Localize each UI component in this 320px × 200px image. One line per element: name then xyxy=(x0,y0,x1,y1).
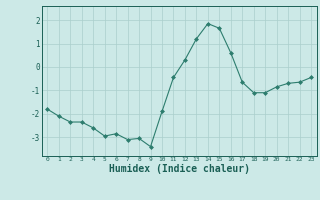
X-axis label: Humidex (Indice chaleur): Humidex (Indice chaleur) xyxy=(109,164,250,174)
